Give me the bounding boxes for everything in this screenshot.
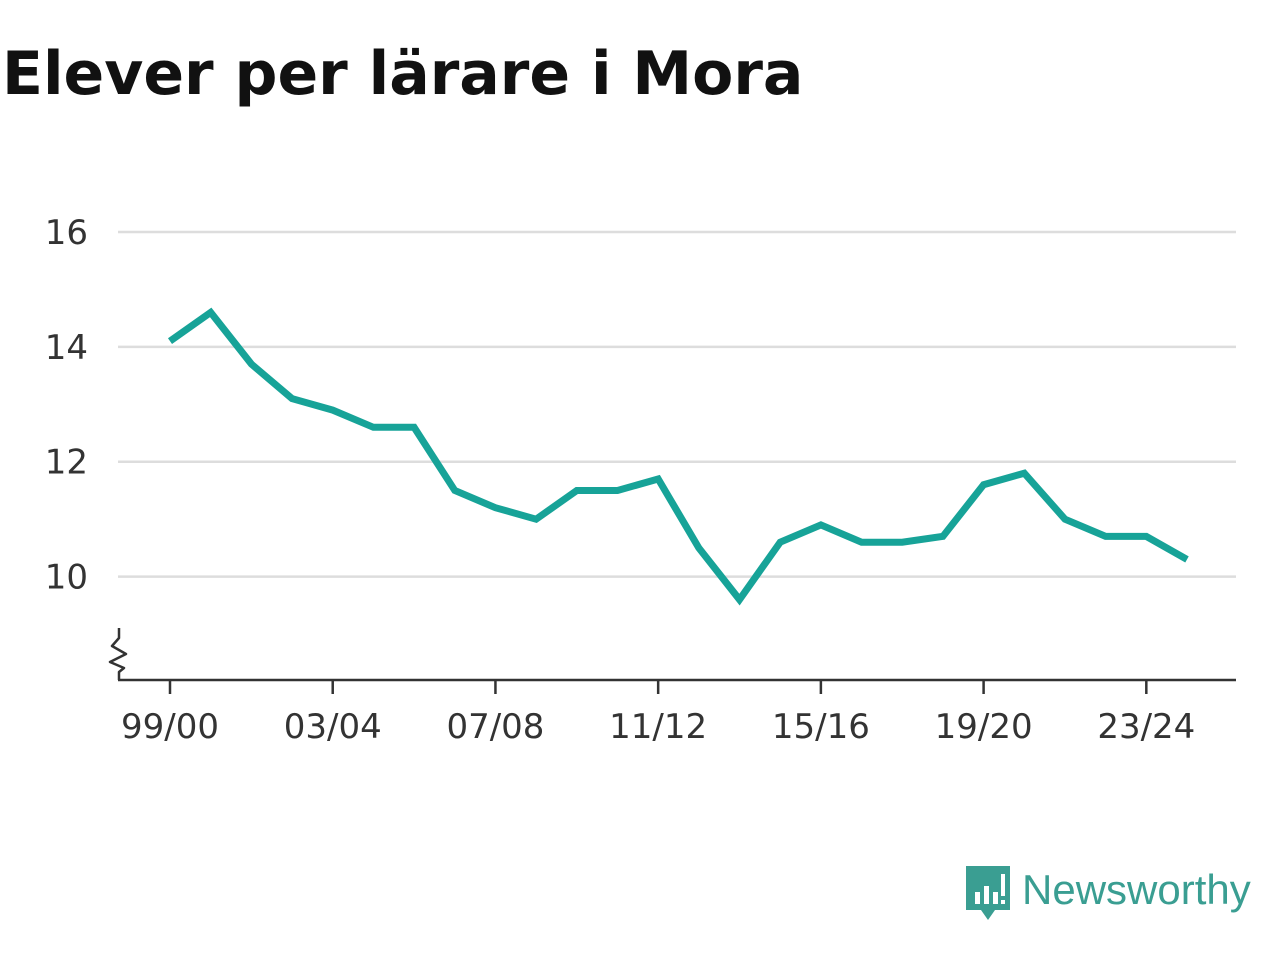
y-axis-break-icon xyxy=(108,628,128,680)
x-tick-label: 23/24 xyxy=(1097,707,1195,747)
x-tick-label: 11/12 xyxy=(609,707,707,747)
y-tick-label: 14 xyxy=(45,328,88,368)
x-axis xyxy=(108,628,1236,682)
series-group xyxy=(167,307,1189,606)
x-tick-label: 15/16 xyxy=(772,707,870,747)
y-tick-label: 16 xyxy=(45,213,88,253)
chart-title: Elever per lärare i Mora xyxy=(2,39,804,109)
y-tick-label: 10 xyxy=(45,558,88,598)
newsworthy-logo-icon xyxy=(966,866,1010,920)
brand-logo: Newsworthy xyxy=(962,862,1251,932)
x-tick-label: 19/20 xyxy=(935,707,1033,747)
x-tick-label: 99/00 xyxy=(121,707,219,747)
brand-name: Newsworthy xyxy=(1022,866,1251,913)
y-tick-label: 12 xyxy=(45,443,88,483)
x-axis-ticks: 99/00 03/04 07/08 11/12 15/16 19/20 23/24 xyxy=(121,680,1195,747)
series-line xyxy=(167,307,1189,606)
x-tick-label: 03/04 xyxy=(284,707,382,747)
x-tick-label: 07/08 xyxy=(446,707,544,747)
gridlines xyxy=(118,230,1236,578)
y-axis-tick-labels: 10 12 14 16 xyxy=(45,213,88,598)
